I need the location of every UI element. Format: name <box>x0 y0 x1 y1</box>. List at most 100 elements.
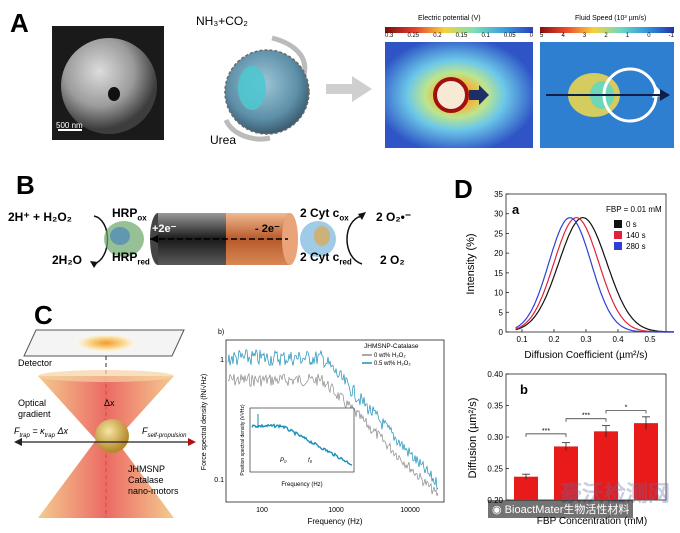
spectral-chart: b) Force spectral density (fN/√Hz) Frequ… <box>196 322 450 527</box>
speed-tick: 0 <box>647 33 651 39</box>
panel-letter-d: D <box>454 174 473 204</box>
sem-scale-label: 500 nm <box>56 121 83 130</box>
bar-ytick: 0.25 <box>487 465 503 474</box>
panel-letter-a: A <box>10 8 29 38</box>
sig-label-1: *** <box>582 413 590 420</box>
inset-p0: P₀ <box>280 458 287 464</box>
sem-sphere <box>58 38 157 134</box>
sig-bracket-0 <box>525 433 567 437</box>
bar-xlabel: FBP Concentration (mM) <box>537 516 647 527</box>
dist-ytick: 35 <box>494 190 503 199</box>
spectral-xtick: 10000 <box>400 507 420 514</box>
dist-frame <box>505 193 667 333</box>
potential-tick: 0.05 <box>503 33 516 39</box>
hrp-ox-text: HRP <box>112 206 138 220</box>
dist-legend-label: 280 s <box>626 242 646 251</box>
sig-label-0: *** <box>542 428 550 435</box>
bar-1 <box>554 446 578 500</box>
distribution-chart: a FBP = 0.01 mM Intensity (%) Diffusion … <box>462 186 676 364</box>
f-self-sub: self-propulsion <box>147 432 187 439</box>
f-self-label: Fself-propulsion <box>142 426 187 439</box>
minus-electron: - 2e⁻ <box>255 223 280 235</box>
bar-ytick: 0.30 <box>487 433 503 442</box>
spectral-legend-1: 0.5 wt% H₂O₂ <box>374 361 411 367</box>
dist-xtick: 0.4 <box>612 335 624 344</box>
hrp-red-sub: red <box>137 257 150 267</box>
speed-tick: 3 <box>582 33 587 39</box>
speed-tick: 5 <box>540 33 544 39</box>
bar-0 <box>514 476 538 500</box>
b-left-bottom: 2H₂O <box>52 253 83 267</box>
dist-ytick: 15 <box>494 269 503 278</box>
spectral-xlabel: Frequency (Hz) <box>307 517 362 526</box>
sig-bracket-2 <box>605 410 647 414</box>
f-self-f: F <box>142 426 148 436</box>
f-trap-eq: = κ <box>29 426 45 436</box>
bar-3 <box>634 423 658 500</box>
arrow-icon <box>326 76 372 107</box>
dist-legend-label: 140 s <box>626 231 646 240</box>
speed-tick: 4 <box>561 33 565 39</box>
b-right-bottom: 2 O₂ <box>380 253 405 267</box>
hrp-red-text: HRP <box>112 250 138 264</box>
cyt-red-sub: red <box>339 257 352 267</box>
speed-tick: -1 <box>668 33 674 39</box>
spectral-xtick: 100 <box>256 507 268 514</box>
dist-ytick: 20 <box>494 249 503 258</box>
dist-xtick: 0.1 <box>516 335 528 344</box>
potential-tick: 0.15 <box>455 33 468 39</box>
spectral-ytick: 0.1 <box>214 477 224 484</box>
dist-ytick: 30 <box>494 210 503 219</box>
cyt-ox-text: 2 Cyt c <box>300 206 340 220</box>
potential-tick: 0 <box>529 33 533 39</box>
gas-label: NH₃+CO₂ <box>196 14 248 28</box>
potential-title: Electric potential (V) <box>418 15 481 22</box>
watermark-text: BioactMater生物活性材料 <box>504 504 630 516</box>
f-trap-f: F <box>14 426 20 436</box>
dist-curve-2 <box>515 217 676 333</box>
hrp-ox-label: HRPox <box>112 206 147 222</box>
detector-label: Detector <box>18 358 53 368</box>
spectral-ytick: 1 <box>220 357 224 364</box>
cyt-ox-sub: ox <box>339 213 349 223</box>
potential-ticks: 0.3 0.25 0.2 0.15 0.1 0.05 0 <box>385 33 533 41</box>
b-cycle-left <box>90 206 150 277</box>
dist-ytick: 5 <box>499 308 504 317</box>
janus-rod <box>150 210 298 268</box>
dist-legend-label: 0 s <box>626 220 637 229</box>
cyt-ox-label: 2 Cyt cox <box>300 206 349 222</box>
spectral-ylabel: Force spectral density (fN/√Hz) <box>200 374 208 470</box>
panel-letter-b: B <box>16 170 35 200</box>
potential-tick: 0.25 <box>407 33 420 39</box>
spectral-plot-frame <box>225 339 445 503</box>
inset-line <box>251 423 353 466</box>
speed-ticks: 5 4 3 2 1 0 -1 <box>540 33 674 41</box>
optical-trap-diagram <box>8 322 198 520</box>
b-left-top: 2H⁺ + H₂O₂ <box>8 210 73 224</box>
fbp-label: FBP = 0.01 mM <box>606 205 662 214</box>
panel-letter-c: C <box>34 300 53 330</box>
watermark: ◉ BioactMater生物活性材料 <box>488 500 634 518</box>
f-trap-sub: trap <box>19 432 30 439</box>
dist-ylabel: Intensity (%) <box>465 233 477 294</box>
urea-label: Urea <box>210 133 237 147</box>
potential-tick: 0.2 <box>433 33 442 39</box>
delta-x-label: Δx <box>104 398 115 408</box>
f-trap-tail: Δx <box>54 426 68 436</box>
cyt-red-text: 2 Cyt c <box>300 250 340 264</box>
f-trap-eq-sub: trap <box>44 432 55 439</box>
motor-illustration <box>212 34 322 144</box>
speed-tick: 1 <box>625 33 630 39</box>
dist-legend-swatch <box>614 242 622 250</box>
bar-ytick: 0.35 <box>487 402 503 411</box>
dist-xtick: 0.2 <box>548 335 560 344</box>
hrp-ox-sub: ox <box>137 213 147 223</box>
cyt-red-label: 2 Cyt cred <box>300 250 352 266</box>
potential-colorbar <box>385 27 533 33</box>
inset-frame <box>249 407 355 473</box>
dist-legend-swatch <box>614 220 622 228</box>
dist-ytick: 0 <box>499 328 504 337</box>
dist-sub-a: a <box>512 202 520 217</box>
sem-image: 500 nm <box>52 26 164 140</box>
wechat-icon: ◉ <box>492 504 502 516</box>
